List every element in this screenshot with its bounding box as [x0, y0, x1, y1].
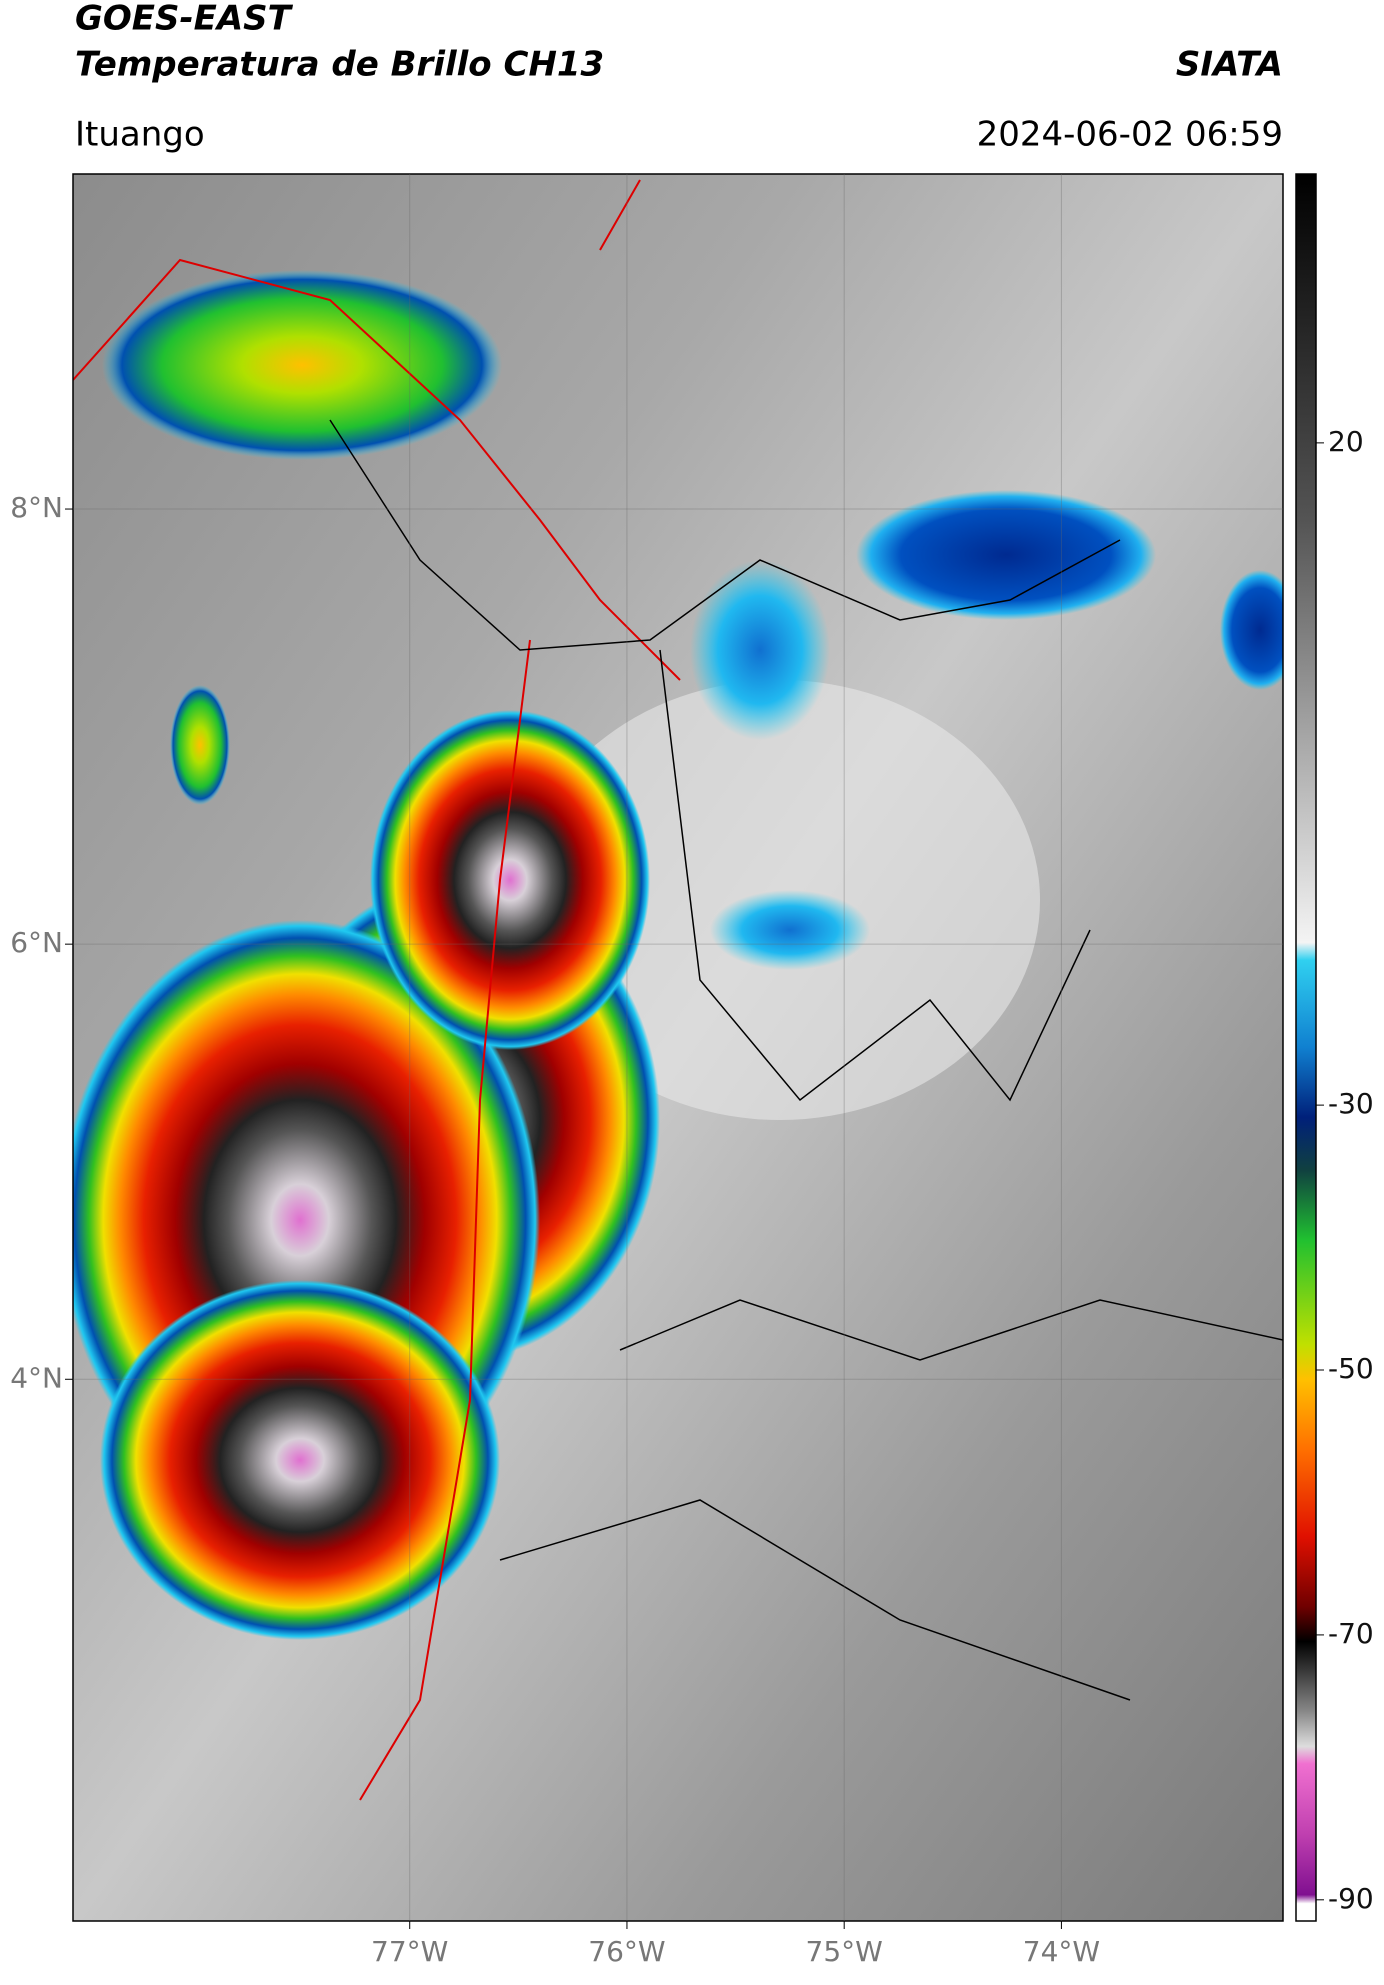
subtitle: Temperatura de Brillo CH13 [75, 45, 604, 85]
colorbar-tick-label: -30 [1328, 1087, 1374, 1120]
colorbar-tick-label: -70 [1328, 1617, 1374, 1650]
colorbar [1295, 173, 1317, 1922]
x-tick-label: 74°W [1023, 1935, 1100, 1968]
y-tick-label: 6°N [10, 926, 63, 959]
timestamp: 2024-06-02 06:59 [977, 115, 1283, 155]
colorbar-tick-label: -90 [1328, 1882, 1374, 1915]
satellite-image [73, 174, 1283, 1921]
x-tick-label: 76°W [588, 1935, 665, 1968]
x-tick-label: 75°W [806, 1935, 883, 1968]
map-frame [72, 173, 1284, 1922]
source: SIATA [1176, 45, 1283, 85]
colorbar-tick-label: -50 [1328, 1352, 1374, 1385]
colorbar-tick-label: 20 [1328, 425, 1364, 458]
title: GOES-EAST [75, 0, 294, 39]
location: Ituango [75, 115, 205, 155]
y-tick-label: 8°N [10, 491, 63, 524]
y-tick-label: 4°N [10, 1361, 63, 1394]
x-tick-label: 77°W [371, 1935, 448, 1968]
